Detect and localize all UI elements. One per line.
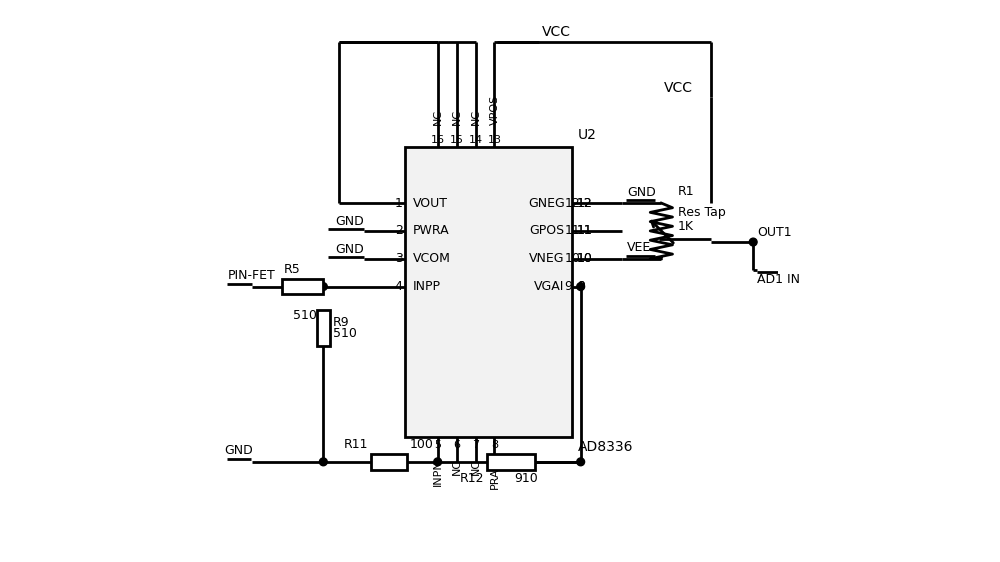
Text: 10: 10 <box>565 252 580 265</box>
Text: 510: 510 <box>333 327 357 341</box>
Text: U2: U2 <box>578 128 597 142</box>
Text: 11: 11 <box>577 224 593 237</box>
Text: INPP: INPP <box>413 280 441 293</box>
Text: PWRA: PWRA <box>413 224 450 237</box>
Text: NC: NC <box>471 459 481 475</box>
Text: R11: R11 <box>343 438 368 451</box>
Text: GND: GND <box>627 185 656 198</box>
Text: 6: 6 <box>453 439 460 450</box>
Circle shape <box>577 458 585 466</box>
Bar <box>371 454 407 470</box>
Text: 5: 5 <box>434 439 441 450</box>
Text: 2: 2 <box>395 224 403 237</box>
Text: 9: 9 <box>577 280 585 293</box>
Bar <box>282 279 323 294</box>
Text: VPOS: VPOS <box>489 95 499 125</box>
Text: NC: NC <box>433 109 443 125</box>
Bar <box>317 310 330 346</box>
Text: AD1 IN: AD1 IN <box>757 273 800 285</box>
Text: 16: 16 <box>431 135 445 144</box>
Circle shape <box>434 458 442 466</box>
Text: GPOS: GPOS <box>529 224 565 237</box>
Text: 11: 11 <box>565 224 580 237</box>
Text: 12: 12 <box>577 197 593 210</box>
Text: GND: GND <box>335 243 364 256</box>
Text: GND: GND <box>335 215 364 228</box>
Text: 15: 15 <box>450 135 464 144</box>
Text: 12: 12 <box>565 197 580 210</box>
Text: 3: 3 <box>395 252 403 265</box>
Text: AD8336: AD8336 <box>578 439 633 454</box>
Text: PIN-FET: PIN-FET <box>227 269 275 282</box>
Text: VEE: VEE <box>627 241 651 254</box>
Circle shape <box>319 458 327 466</box>
Text: PRAO: PRAO <box>489 459 499 489</box>
Circle shape <box>319 283 327 291</box>
Text: R5: R5 <box>283 263 300 276</box>
Text: VGAI: VGAI <box>534 280 565 293</box>
Text: Res Tap: Res Tap <box>678 206 726 219</box>
Text: VCC: VCC <box>542 25 571 39</box>
Text: 7: 7 <box>472 439 479 450</box>
Text: 1: 1 <box>395 197 403 210</box>
Text: 9: 9 <box>577 280 585 293</box>
Text: INPN: INPN <box>433 459 443 486</box>
Text: R1: R1 <box>678 184 695 197</box>
Circle shape <box>491 458 498 466</box>
Text: VCOM: VCOM <box>413 252 451 265</box>
Text: VCC: VCC <box>664 80 693 94</box>
Text: GND: GND <box>224 445 253 457</box>
Text: VNEG: VNEG <box>529 252 565 265</box>
Text: 9: 9 <box>565 280 572 293</box>
Text: NC: NC <box>471 109 481 125</box>
Text: 910: 910 <box>514 473 538 486</box>
Text: GNEG: GNEG <box>528 197 565 210</box>
Text: OUT1: OUT1 <box>757 226 792 239</box>
Text: 10: 10 <box>577 252 593 265</box>
Text: 8: 8 <box>491 439 498 450</box>
Text: 13: 13 <box>487 135 501 144</box>
Text: 11: 11 <box>577 224 593 237</box>
Text: R12: R12 <box>460 473 485 486</box>
Circle shape <box>577 283 585 291</box>
Bar <box>405 147 572 437</box>
Bar <box>487 454 535 470</box>
Circle shape <box>749 238 757 246</box>
Text: 4: 4 <box>395 280 403 293</box>
Text: 100: 100 <box>410 438 433 451</box>
Text: 12: 12 <box>577 197 593 210</box>
Text: 14: 14 <box>468 135 483 144</box>
Text: NC: NC <box>452 459 462 475</box>
Text: 10: 10 <box>577 252 593 265</box>
Text: NC: NC <box>452 109 462 125</box>
Text: 510: 510 <box>293 309 317 322</box>
Text: VOUT: VOUT <box>413 197 448 210</box>
Text: R9: R9 <box>333 316 349 329</box>
Text: 1K: 1K <box>678 220 694 233</box>
